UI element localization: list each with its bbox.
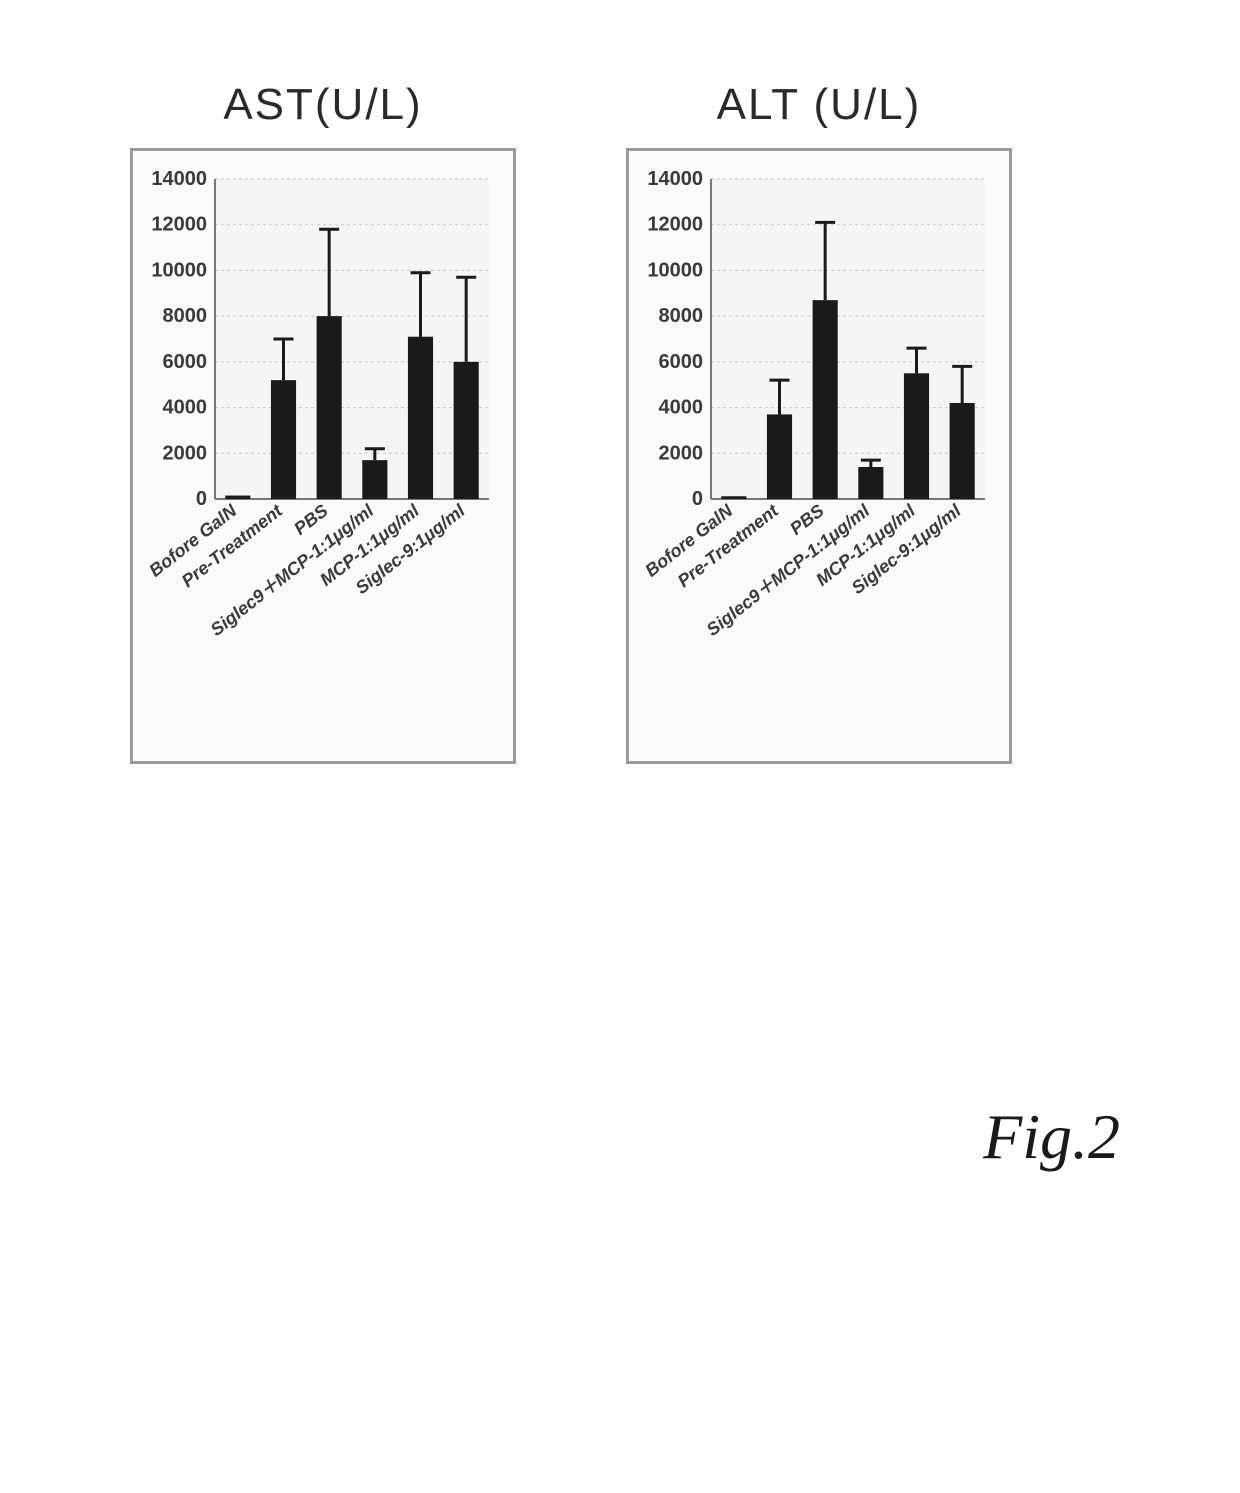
chart-frame: 02000400060008000100001200014000Bofore G… xyxy=(626,148,1012,764)
svg-text:8000: 8000 xyxy=(659,305,704,327)
svg-text:2000: 2000 xyxy=(659,442,704,464)
figure-container: AST(U/L) 0 2000 4000 6000 8000 10000 12000 1400… xyxy=(130,80,1012,764)
svg-text:12000: 12000 xyxy=(151,214,207,236)
svg-text:4000: 4000 xyxy=(163,397,208,419)
svg-text:8000: 8000 xyxy=(163,305,208,327)
chart-title: ALT (U/L) xyxy=(717,80,922,130)
svg-text:0: 0 xyxy=(196,488,207,510)
chart-title: AST(U/L) xyxy=(223,80,422,130)
svg-text:10000: 10000 xyxy=(647,259,703,281)
chart-ast: AST(U/L) 0 2000 4000 6000 8000 10000 12000 1400… xyxy=(130,80,516,764)
chart-alt: ALT (U/L) 0 2000 4000 6000 8000 10000 12000 140… xyxy=(626,80,1012,764)
svg-text:0: 0 xyxy=(692,488,703,510)
svg-text:4000: 4000 xyxy=(659,397,704,419)
svg-text:14000: 14000 xyxy=(647,168,703,190)
figure-label: Fig.2 xyxy=(983,1100,1120,1174)
svg-text:12000: 12000 xyxy=(647,214,703,236)
chart-svg-ast: 02000400060008000100001200014000Bofore G… xyxy=(143,161,503,751)
svg-text:2000: 2000 xyxy=(163,442,208,464)
chart-frame: 02000400060008000100001200014000Bofore G… xyxy=(130,148,516,764)
svg-text:6000: 6000 xyxy=(163,351,208,373)
svg-text:6000: 6000 xyxy=(659,351,704,373)
svg-text:14000: 14000 xyxy=(151,168,207,190)
chart-svg-alt: 02000400060008000100001200014000Bofore G… xyxy=(639,161,999,751)
svg-text:10000: 10000 xyxy=(151,259,207,281)
